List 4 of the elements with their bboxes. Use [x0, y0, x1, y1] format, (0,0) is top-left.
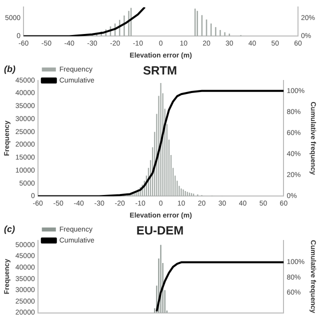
chart-title: SRTM — [143, 64, 177, 78]
chart-title: EU-DEM — [136, 224, 184, 238]
text: (b) — [4, 64, 16, 74]
text: (c) — [4, 224, 15, 234]
